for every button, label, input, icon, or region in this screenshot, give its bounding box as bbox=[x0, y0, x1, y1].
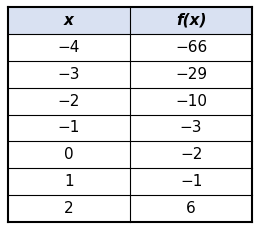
Text: −2: −2 bbox=[58, 93, 80, 109]
Bar bbox=[8, 88, 130, 114]
Text: −66: −66 bbox=[175, 40, 207, 55]
Text: −3: −3 bbox=[180, 120, 202, 136]
Bar bbox=[130, 88, 252, 114]
Bar bbox=[8, 114, 130, 141]
Bar bbox=[130, 168, 252, 195]
Bar bbox=[8, 141, 130, 168]
Bar bbox=[130, 7, 252, 34]
Bar bbox=[8, 34, 130, 61]
Bar bbox=[8, 61, 130, 88]
Bar bbox=[130, 114, 252, 141]
Bar bbox=[130, 141, 252, 168]
Text: f(x): f(x) bbox=[176, 13, 206, 28]
Bar bbox=[8, 7, 130, 34]
Bar bbox=[130, 61, 252, 88]
Text: −29: −29 bbox=[175, 67, 207, 82]
Text: −2: −2 bbox=[180, 147, 202, 162]
Text: −10: −10 bbox=[175, 93, 207, 109]
Text: −3: −3 bbox=[58, 67, 80, 82]
Text: −1: −1 bbox=[58, 120, 80, 136]
Text: x: x bbox=[64, 13, 74, 28]
Text: 6: 6 bbox=[186, 201, 196, 216]
Text: −4: −4 bbox=[58, 40, 80, 55]
Bar bbox=[8, 195, 130, 222]
Bar bbox=[8, 168, 130, 195]
Bar bbox=[130, 195, 252, 222]
Text: −1: −1 bbox=[180, 174, 202, 189]
Text: 1: 1 bbox=[64, 174, 74, 189]
Bar bbox=[130, 34, 252, 61]
Text: 0: 0 bbox=[64, 147, 74, 162]
Text: 2: 2 bbox=[64, 201, 74, 216]
